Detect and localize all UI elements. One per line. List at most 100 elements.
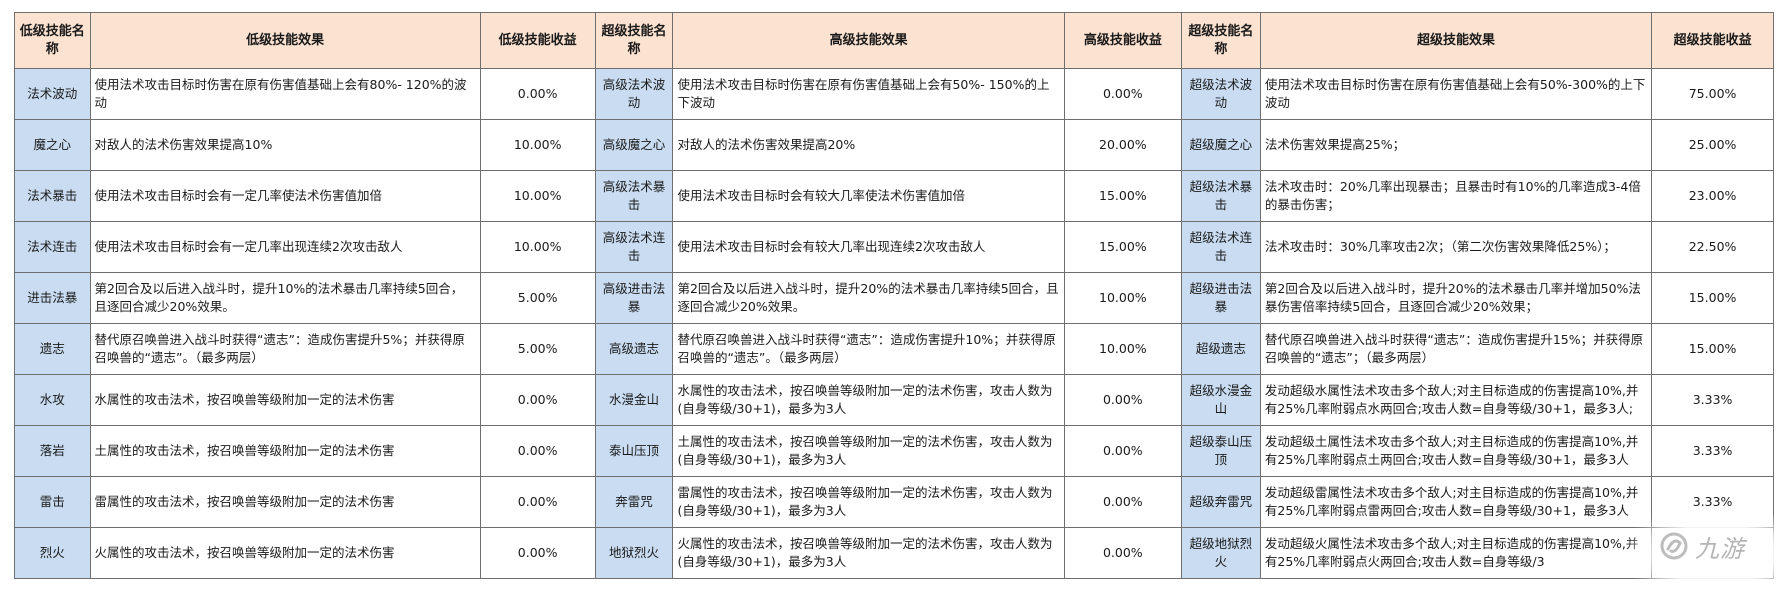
super-skill-gain: 75.00% <box>1651 68 1774 120</box>
skill-comparison-table: 低级技能名称 低级技能效果 低级技能收益 超级技能名称 高级技能效果 高级技能收… <box>14 12 1774 579</box>
low-skill-name: 水攻 <box>14 374 91 426</box>
high-skill-name: 高级法术连击 <box>594 221 674 273</box>
low-skill-gain: 10.00% <box>479 170 596 222</box>
super-skill-effect: 法术伤害效果提高25%； <box>1259 119 1653 171</box>
high-skill-gain: 0.00% <box>1063 527 1182 579</box>
high-skill-effect: 使用法术攻击目标时会有较大几率出现连续2次攻击敌人 <box>672 221 1065 273</box>
header-super-effect: 超级技能效果 <box>1259 12 1653 69</box>
table-row: 进击法暴 第2回合及以后进入战斗时，提升10%的法术暴击几率持续5回合，且逐回合减… <box>14 272 1774 324</box>
low-skill-name: 烈火 <box>14 527 91 579</box>
table-row: 法术暴击 使用法术攻击目标时会有一定几率使法术伤害值加倍 10.00% 高级法术暴击使… <box>14 170 1774 222</box>
super-skill-effect: 法术攻击时：30%几率攻击2次；（第二次伤害效果降低25%）； <box>1259 221 1653 273</box>
super-skill-name: 超级法术连击 <box>1180 221 1261 273</box>
high-skill-effect: 第2回合及以后进入战斗时，提升20%的法术暴击几率持续5回合，且逐回合减少20%… <box>672 272 1065 324</box>
table-row: 水攻 水属性的攻击法术，按召唤兽等级附加一定的法术伤害 0.00% 水漫金山 水属性的攻… <box>14 374 1774 426</box>
high-skill-name: 高级法术暴击 <box>594 170 674 222</box>
low-skill-name: 遗志 <box>14 323 91 375</box>
high-skill-gain: 0.00% <box>1063 476 1182 528</box>
low-skill-name: 法术波动 <box>14 68 91 120</box>
super-skill-effect: 发动超级土属性法术攻击多个敌人;对主目标造成的伤害提高10%,并有25%几率附弱… <box>1259 425 1653 477</box>
header-super-name: 超级技能名称 <box>1180 12 1261 69</box>
low-skill-gain: 10.00% <box>479 119 596 171</box>
low-skill-gain: 0.00% <box>479 476 596 528</box>
header-high-name: 超级技能名称 <box>594 12 674 69</box>
high-skill-gain: 15.00% <box>1063 221 1182 273</box>
header-low-gain: 低级技能收益 <box>479 12 596 69</box>
table-body: 法术波动 使用法术攻击目标时伤害在原有伤害值基础上会有80%- 120%的波动 0.… <box>14 68 1774 579</box>
low-skill-effect: 使用法术攻击目标时会有一定几率出现连续2次攻击敌人 <box>89 221 481 273</box>
super-skill-effect: 使用法术攻击目标时伤害在原有伤害值基础上会有50%-300%的上下波动 <box>1259 68 1653 120</box>
super-skill-gain: 3.33% <box>1651 374 1774 426</box>
low-skill-effect: 水属性的攻击法术，按召唤兽等级附加一定的法术伤害 <box>89 374 481 426</box>
low-skill-gain: 0.00% <box>479 425 596 477</box>
table-row: 雷击 雷属性的攻击法术，按召唤兽等级附加一定的法术伤害 0.00% 奔雷咒 雷属性的攻击… <box>14 476 1774 528</box>
table-row: 落岩 土属性的攻击法术，按召唤兽等级附加一定的法术伤害 0.00% 泰山压顶 土属性的攻… <box>14 425 1774 477</box>
header-high-effect: 高级技能效果 <box>672 12 1065 69</box>
high-skill-name: 水漫金山 <box>594 374 674 426</box>
header-low-effect: 低级技能效果 <box>89 12 481 69</box>
low-skill-effect: 使用法术攻击目标时会有一定几率使法术伤害值加倍 <box>89 170 481 222</box>
high-skill-name: 奔雷咒 <box>594 476 674 528</box>
low-skill-gain: 5.00% <box>479 323 596 375</box>
super-skill-name: 超级遗志 <box>1180 323 1261 375</box>
header-super-gain: 超级技能收益 <box>1651 12 1774 69</box>
header-row: 低级技能名称 低级技能效果 低级技能收益 超级技能名称 高级技能效果 高级技能收… <box>14 12 1774 69</box>
super-skill-name: 超级魔之心 <box>1180 119 1261 171</box>
low-skill-name: 法术连击 <box>14 221 91 273</box>
low-skill-name: 法术暴击 <box>14 170 91 222</box>
table-row: 法术波动 使用法术攻击目标时伤害在原有伤害值基础上会有80%- 120%的波动 0.… <box>14 68 1774 120</box>
jiuyou-logo-icon <box>1660 532 1688 560</box>
high-skill-effect: 土属性的攻击法术，按召唤兽等级附加一定的法术伤害，攻击人数为(自身等级/30+1… <box>672 425 1065 477</box>
high-skill-effect: 水属性的攻击法术，按召唤兽等级附加一定的法术伤害，攻击人数为(自身等级/30+1… <box>672 374 1065 426</box>
super-skill-effect: 第2回合及以后进入战斗时，提升20%的法术暴击几率并增加50%法暴伤害倍率持续5… <box>1259 272 1653 324</box>
super-skill-effect: 法术攻击时：20%几率出现暴击；且暴击时有10%的几率造成3-4倍的暴击伤害； <box>1259 170 1653 222</box>
super-skill-name: 超级地狱烈火 <box>1180 527 1261 579</box>
high-skill-gain: 20.00% <box>1063 119 1182 171</box>
low-skill-name: 魔之心 <box>14 119 91 171</box>
table-row: 魔之心 对敌人的法术伤害效果提高10% 10.00% 高级魔之心 对敌人的法术伤害效果提… <box>14 119 1774 171</box>
high-skill-effect: 使用法术攻击目标时会有较大几率使法术伤害值加倍 <box>672 170 1065 222</box>
low-skill-effect: 对敌人的法术伤害效果提高10% <box>89 119 481 171</box>
super-skill-gain: 23.00% <box>1651 170 1774 222</box>
table-row: 法术连击 使用法术攻击目标时会有一定几率出现连续2次攻击敌人 10.00% 高级法术连… <box>14 221 1774 273</box>
super-skill-gain: 15.00% <box>1651 323 1774 375</box>
super-skill-name: 超级法术波动 <box>1180 68 1261 120</box>
high-skill-name: 地狱烈火 <box>594 527 674 579</box>
header-high-gain: 高级技能收益 <box>1063 12 1182 69</box>
low-skill-gain: 0.00% <box>479 68 596 120</box>
high-skill-effect: 替代原召唤兽进入战斗时获得“遗志”：造成伤害提升10%；并获得原召唤兽的“遗志”… <box>672 323 1065 375</box>
low-skill-gain: 0.00% <box>479 374 596 426</box>
high-skill-effect: 使用法术攻击目标时伤害在原有伤害值基础上会有50%- 150%的上下波动 <box>672 68 1065 120</box>
header-low-name: 低级技能名称 <box>14 12 91 69</box>
high-skill-effect: 雷属性的攻击法术，按召唤兽等级附加一定的法术伤害，攻击人数为(自身等级/30+1… <box>672 476 1065 528</box>
high-skill-name: 泰山压顶 <box>594 425 674 477</box>
super-skill-name: 超级奔雷咒 <box>1180 476 1261 528</box>
high-skill-effect: 对敌人的法术伤害效果提高20% <box>672 119 1065 171</box>
low-skill-effect: 第2回合及以后进入战斗时，提升10%的法术暴击几率持续5回合，且逐回合减少20%… <box>89 272 481 324</box>
low-skill-effect: 土属性的攻击法术，按召唤兽等级附加一定的法术伤害 <box>89 425 481 477</box>
low-skill-effect: 替代原召唤兽进入战斗时获得“遗志”：造成伤害提升5%；并获得原召唤兽的“遗志”。… <box>89 323 481 375</box>
high-skill-gain: 10.00% <box>1063 323 1182 375</box>
table-row: 遗志 替代原召唤兽进入战斗时获得“遗志”：造成伤害提升5%；并获得原召唤兽的“遗志… <box>14 323 1774 375</box>
low-skill-gain: 10.00% <box>479 221 596 273</box>
super-skill-name: 超级水漫金山 <box>1180 374 1261 426</box>
low-skill-effect: 火属性的攻击法术，按召唤兽等级附加一定的法术伤害 <box>89 527 481 579</box>
high-skill-effect: 火属性的攻击法术，按召唤兽等级附加一定的法术伤害，攻击人数为(自身等级/30+1… <box>672 527 1065 579</box>
low-skill-effect: 使用法术攻击目标时伤害在原有伤害值基础上会有80%- 120%的波动 <box>89 68 481 120</box>
super-skill-name: 超级泰山压顶 <box>1180 425 1261 477</box>
high-skill-name: 高级法术波动 <box>594 68 674 120</box>
super-skill-name: 超级进击法暴 <box>1180 272 1261 324</box>
super-skill-effect: 发动超级火属性法术攻击多个敌人;对主目标造成的伤害提高10%,并有25%几率附弱… <box>1259 527 1653 579</box>
super-skill-effect: 发动超级雷属性法术攻击多个敌人;对主目标造成的伤害提高10%,并有25%几率附弱… <box>1259 476 1653 528</box>
low-skill-gain: 5.00% <box>479 272 596 324</box>
super-skill-gain: 25.00% <box>1651 119 1774 171</box>
high-skill-gain: 0.00% <box>1063 374 1182 426</box>
high-skill-gain: 10.00% <box>1063 272 1182 324</box>
high-skill-name: 高级进击法暴 <box>594 272 674 324</box>
watermark: 九游 <box>1627 506 1777 586</box>
super-skill-effect: 替代原召唤兽进入战斗时获得“遗志”：造成伤害提升15%；并获得原召唤兽的“遗志”… <box>1259 323 1653 375</box>
low-skill-effect: 雷属性的攻击法术，按召唤兽等级附加一定的法术伤害 <box>89 476 481 528</box>
super-skill-gain: 22.50% <box>1651 221 1774 273</box>
high-skill-name: 高级遗志 <box>594 323 674 375</box>
table-row: 烈火 火属性的攻击法术，按召唤兽等级附加一定的法术伤害 0.00% 地狱烈火 火属性的攻… <box>14 527 1774 579</box>
